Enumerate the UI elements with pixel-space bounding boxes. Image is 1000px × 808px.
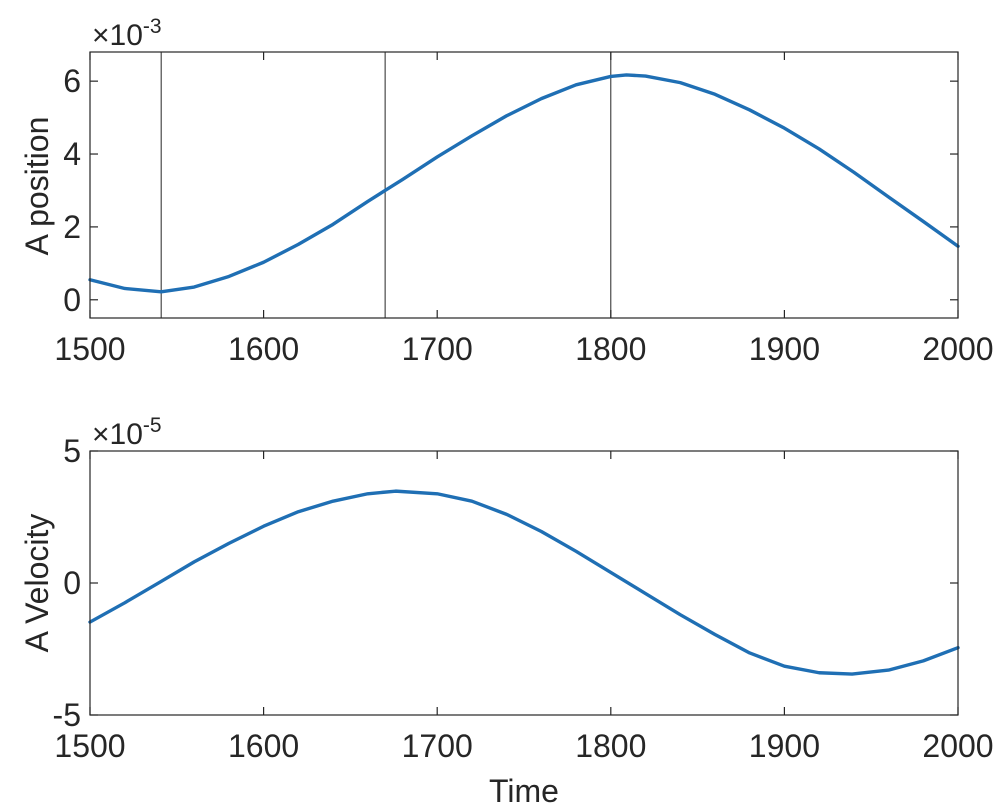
position-xtick-label: 1900 <box>749 331 820 367</box>
position-ytick-label: 6 <box>63 63 81 99</box>
position-axes-box <box>89 51 959 319</box>
position-ylabel: A position <box>19 117 55 256</box>
position-xtick-label: 1800 <box>575 331 646 367</box>
position-ytick-label: 2 <box>63 209 81 245</box>
position-xtick-label: 1600 <box>228 331 299 367</box>
velocity-axes-box <box>89 450 959 716</box>
position-exponent-label: ×10-3 <box>92 15 162 52</box>
position-ytick-label: 4 <box>63 136 81 172</box>
position-xtick-label: 1700 <box>402 331 473 367</box>
velocity-xtick-label: 1500 <box>54 728 125 764</box>
velocity-ylabel: A Velocity <box>19 514 55 653</box>
velocity-xtick-label: 2000 <box>922 728 993 764</box>
velocity-xtick-label: 1600 <box>228 728 299 764</box>
velocity-ytick-label: -5 <box>53 697 81 733</box>
velocity-ytick-label: 5 <box>63 433 81 469</box>
position-xtick-label: 1500 <box>54 331 125 367</box>
velocity-xtick-label: 1700 <box>402 728 473 764</box>
velocity-xlabel: Time <box>489 773 559 808</box>
position-plot: ×10-3 A position 1500 1600 1700 1800 1900 200… <box>19 15 994 367</box>
position-exponent-power: -3 <box>143 15 162 38</box>
velocity-xtick-label: 1900 <box>749 728 820 764</box>
position-xtick-label: 2000 <box>922 331 993 367</box>
velocity-exponent-label: ×10-5 <box>92 414 162 451</box>
velocity-plot: ×10-5 A Velocity Time 1500 1600 1700 1800 19… <box>19 414 994 808</box>
position-ytick-label: 0 <box>63 282 81 318</box>
velocity-ytick-label: 0 <box>63 565 81 601</box>
velocity-exponent-power: -5 <box>143 414 162 437</box>
position-series-line-0 <box>88 73 960 294</box>
velocity-xtick-label: 1800 <box>575 728 646 764</box>
velocity-series-line-0 <box>88 489 960 676</box>
